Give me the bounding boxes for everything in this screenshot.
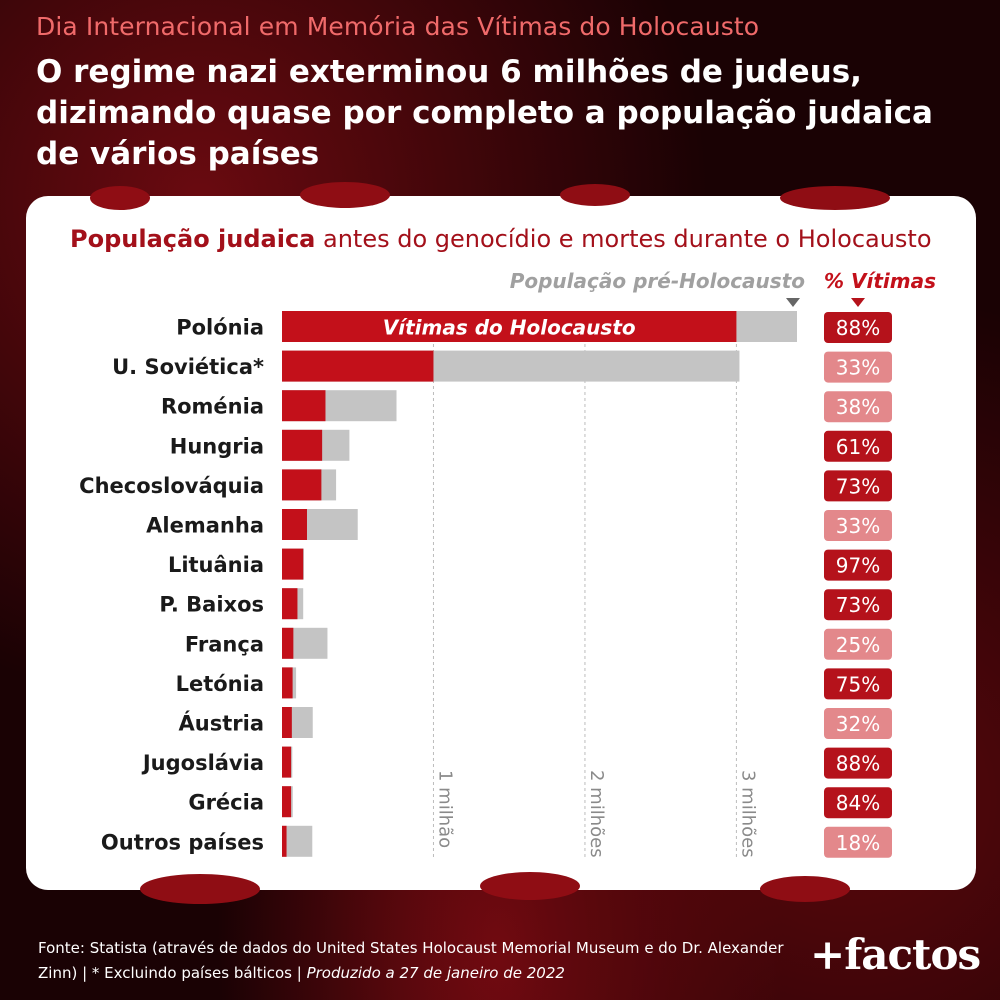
pct-value: 88% xyxy=(836,316,880,340)
gridline-label: 1 milhão xyxy=(434,770,455,848)
grid-layer: 1 milhão 2 milhões 3 milhões xyxy=(432,320,758,858)
gridline-label: 2 milhões xyxy=(586,770,607,858)
category-label: Checoslováquia xyxy=(79,474,264,498)
pct-badge xyxy=(824,351,892,383)
category-label: França xyxy=(185,632,264,656)
bar-victims xyxy=(282,667,293,699)
chart-title-bold: População judaica xyxy=(70,225,315,253)
bar-victims xyxy=(282,429,323,461)
bar-population xyxy=(282,825,313,857)
pct-value: 33% xyxy=(836,356,880,380)
pct-value: 38% xyxy=(836,395,880,419)
bars-layer xyxy=(282,311,797,857)
blood-splatter-decoration xyxy=(560,184,630,206)
blood-splatter-decoration xyxy=(140,874,260,904)
pct-value: 33% xyxy=(836,514,880,538)
pct-layer: 88% 33% 38% 61% 73% 33% 97% 73% 25% 75% 32% 88% 84% 1… xyxy=(824,312,892,858)
category-label: Roménia xyxy=(161,395,264,419)
pct-badge xyxy=(824,430,892,462)
factos-logo: +factos xyxy=(810,930,981,979)
legend-population-label: População pré-Holocausto xyxy=(510,269,806,293)
pct-badge xyxy=(824,510,892,541)
bar-victims xyxy=(282,588,298,620)
category-label: Letónia xyxy=(176,672,264,696)
blood-splatter-decoration xyxy=(780,186,890,210)
footer-source: Fonte: Statista (através de dados do Uni… xyxy=(38,939,784,982)
category-label: P. Baixos xyxy=(159,593,264,617)
chart-title: População judaica antes do genocídio e m… xyxy=(70,225,932,253)
pct-value: 73% xyxy=(836,593,880,617)
bar-victims xyxy=(282,627,294,659)
category-label: Grécia xyxy=(188,791,264,815)
pct-value: 88% xyxy=(836,752,880,776)
footer-produced: Produzido a 27 de janeiro de 2022 xyxy=(306,964,565,982)
pct-badge xyxy=(824,549,892,581)
bar-victims xyxy=(282,548,304,580)
category-label: Jugoslávia xyxy=(141,751,264,775)
supertitle: Dia Internacional em Memória das Vítimas… xyxy=(36,12,760,41)
pct-badge xyxy=(824,668,892,700)
chart-title-rest: antes do genocídio e mortes durante o Ho… xyxy=(315,225,931,253)
bar-victims xyxy=(282,786,292,818)
main-title: O regime nazi exterminou 6 milhões de ju… xyxy=(36,54,933,172)
pct-header: % Vítimas xyxy=(824,269,936,293)
bar-victims xyxy=(282,311,737,342)
pct-value: 18% xyxy=(836,831,880,855)
bar-victims xyxy=(282,469,322,501)
pct-value: 97% xyxy=(836,554,880,578)
category-label: Outros países xyxy=(101,830,264,854)
pct-badge xyxy=(824,747,892,779)
bar-victims xyxy=(282,746,292,778)
footer: Fonte: Statista (através de dados do Uni… xyxy=(38,936,798,986)
blood-splatter-decoration xyxy=(760,876,850,902)
victims-inbar-label: Vítimas do Holocausto xyxy=(383,316,636,340)
blood-splatter-decoration xyxy=(480,872,580,900)
bar-victims xyxy=(282,350,434,382)
category-label: Áustria xyxy=(179,711,264,736)
legend-population-marker xyxy=(786,298,800,307)
bar-victims xyxy=(282,390,326,422)
pct-value: 84% xyxy=(836,791,880,815)
category-label: Polónia xyxy=(176,316,264,340)
pct-badge xyxy=(824,470,892,502)
pct-badge xyxy=(824,589,892,621)
category-label: Hungria xyxy=(170,434,264,458)
pct-value: 25% xyxy=(836,633,880,657)
pct-value: 61% xyxy=(836,435,880,459)
bar-victims xyxy=(282,509,307,540)
pct-header-marker xyxy=(851,298,865,307)
pct-value: 32% xyxy=(836,712,880,736)
pct-value: 73% xyxy=(836,474,880,498)
bar-victims xyxy=(282,707,292,738)
blood-splatter-decoration xyxy=(300,182,390,208)
pct-badge xyxy=(824,628,892,660)
category-label: Lituânia xyxy=(168,553,264,577)
labels-layer: Polónia U. Soviética* Roménia Hungria Checos… xyxy=(79,316,636,855)
category-label: U. Soviética* xyxy=(112,355,264,379)
category-label: Alemanha xyxy=(146,514,264,538)
pct-value: 75% xyxy=(836,672,880,696)
pct-badge xyxy=(824,312,892,343)
blood-splatter-decoration xyxy=(90,186,150,210)
bar-victims xyxy=(282,825,287,857)
pct-badge xyxy=(824,391,892,423)
pct-badge xyxy=(824,826,892,858)
gridline-label: 3 milhões xyxy=(737,770,758,858)
pct-badge xyxy=(824,708,892,739)
pct-badge xyxy=(824,787,892,819)
